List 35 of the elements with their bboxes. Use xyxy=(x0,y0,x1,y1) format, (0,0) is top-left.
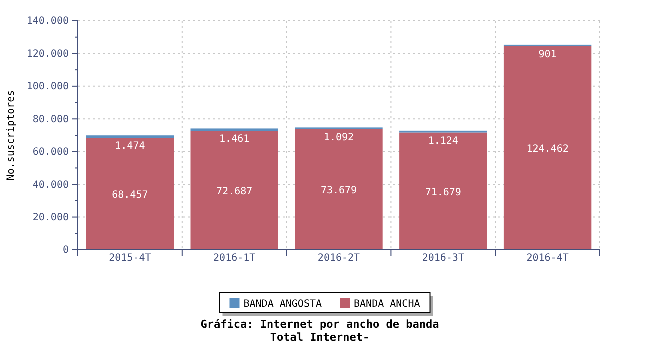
bar xyxy=(86,136,174,138)
x-tick-label: 2016-1T xyxy=(214,253,256,264)
text: Total Internet- xyxy=(270,331,370,344)
y-tick-label: 60.000 xyxy=(32,147,69,158)
legend-label: BANDA ANGOSTA xyxy=(244,299,322,310)
data-label: 1.092 xyxy=(324,132,354,144)
x-tick-label: 2016-4T xyxy=(526,253,569,264)
bar xyxy=(86,138,174,250)
y-tick-label: 40.000 xyxy=(32,180,69,191)
bar xyxy=(190,128,278,132)
legend-label: BANDA ANCHA xyxy=(354,299,420,310)
y-tick-label: 140.000 xyxy=(26,16,69,28)
y-tick-label: 80.000 xyxy=(32,114,69,126)
y-tick-label: 100.000 xyxy=(26,82,69,93)
data-label: 1.474 xyxy=(115,141,146,152)
y-tick-label: 20.000 xyxy=(32,212,69,224)
text: Gráfica: Internet por ancho de banda xyxy=(200,318,440,331)
x-tick-label: 2016-2T xyxy=(318,253,360,264)
data-label: 68.457 xyxy=(112,190,148,202)
y-tick-label: 120.000 xyxy=(26,48,69,60)
x-tick-label: 2016-3T xyxy=(422,253,464,264)
data-label: 71.679 xyxy=(425,187,462,198)
bar xyxy=(190,131,278,250)
data-label: 124.462 xyxy=(526,144,569,156)
y-axis-title: No.suscriptores xyxy=(6,90,17,181)
bar xyxy=(400,132,488,250)
data-label: 72.687 xyxy=(216,186,253,198)
x-tick-label: 2015-4T xyxy=(109,253,152,264)
data-label: 73.679 xyxy=(320,186,358,197)
data-label: 1.124 xyxy=(428,136,458,147)
bar xyxy=(504,46,592,250)
y-tick-label: 0 xyxy=(62,245,69,256)
bar xyxy=(295,129,383,250)
data-label: 901 xyxy=(538,49,557,60)
data-label: 1.461 xyxy=(220,134,250,146)
